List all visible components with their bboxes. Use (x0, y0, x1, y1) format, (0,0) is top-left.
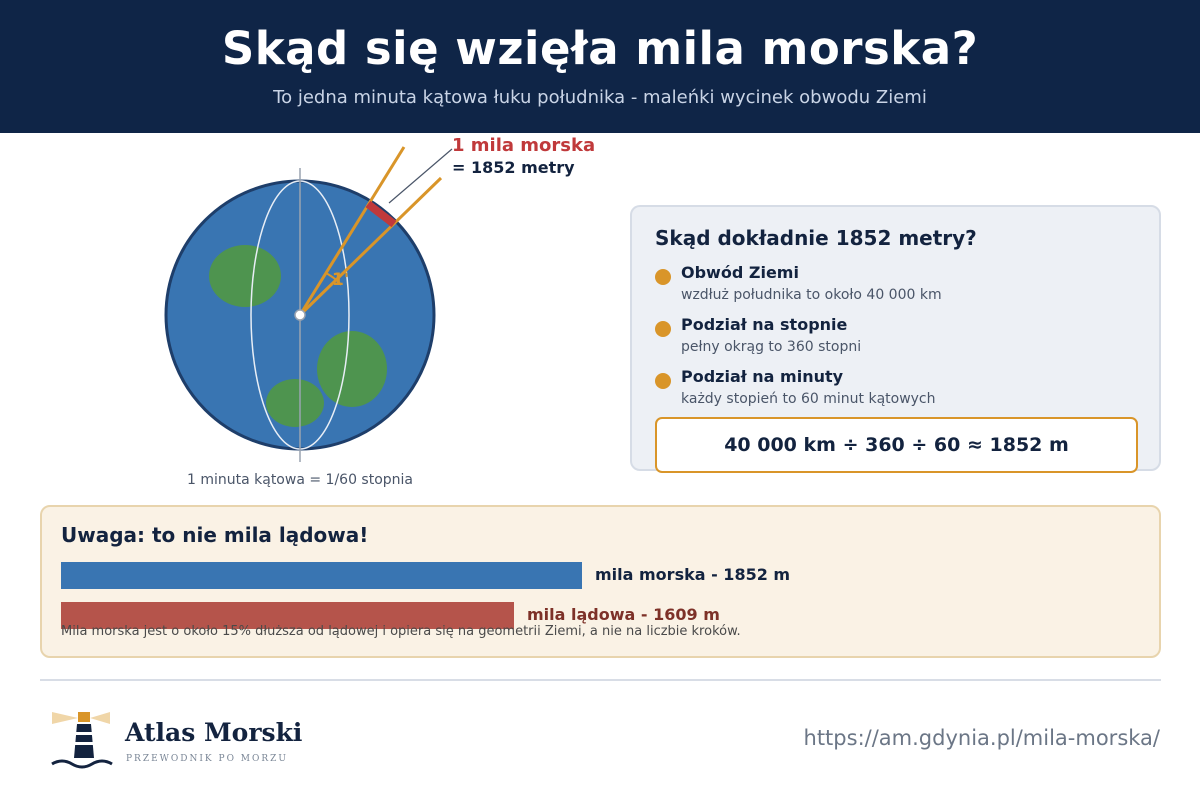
step-desc: pełny okrąg to 360 stopni (681, 339, 862, 355)
angle-marker: 1' (332, 270, 349, 290)
angle-ray-1 (298, 146, 406, 316)
brand-logo[interactable]: Atlas Morski PRZEWODNIK PO MORZU (48, 710, 308, 774)
continent-east (317, 331, 387, 407)
lighthouse-icon (51, 712, 113, 769)
light-beam-left (52, 712, 78, 724)
light-beam-right (90, 712, 110, 724)
explanation-title: Skąd dokładnie 1852 metry? (655, 226, 977, 250)
angle-arc (325, 272, 342, 286)
lantern (78, 712, 90, 722)
nautical-mile-bar-label: mila morska - 1852 m (595, 565, 791, 584)
page-title: Skąd się wzięła mila morska? (221, 22, 979, 75)
brand-name: Atlas Morski (125, 718, 303, 747)
wave-icon (51, 759, 113, 769)
bullet-dot-icon (655, 269, 671, 285)
formula-box: 40 000 km ÷ 360 ÷ 60 ≈ 1852 m (655, 417, 1138, 473)
nautical-mile-bar (61, 562, 582, 589)
step-title: Obwód Ziemi (681, 263, 799, 282)
globe-caption: 1 minuta kątowa = 1/60 stopnia (186, 472, 414, 488)
bullet-dot-icon (655, 321, 671, 337)
globe-graphic: 1' (164, 146, 453, 462)
land-mile-bar (61, 602, 514, 629)
globe-center-dot (294, 309, 306, 321)
page-subtitle: To jedna minuta kątowa łuku południka - … (273, 87, 927, 108)
continent-south (266, 379, 324, 427)
bullet-dot-icon (655, 373, 671, 389)
nautical-mile-value: = 1852 metry (452, 158, 575, 177)
step-title: Podział na minuty (681, 367, 844, 386)
label-leader-line (388, 148, 453, 204)
explanation-card: Skąd dokładnie 1852 metry? Obwód Ziemi w… (630, 205, 1161, 473)
tower-stripe (75, 742, 93, 745)
continent-west (209, 245, 281, 307)
comparison-card: Uwaga: to nie mila lądowa! mila morska -… (40, 505, 1161, 658)
tower-stripe (76, 732, 92, 735)
arc-segment-highlight (365, 200, 397, 228)
brand-tagline: PRZEWODNIK PO MORZU (126, 754, 289, 764)
comparison-title: Uwaga: to nie mila lądowa! (61, 523, 369, 547)
nautical-mile-label: 1 mila morska (452, 135, 596, 156)
comparison-note: Mila morska jest o około 15% dłuższa od … (61, 624, 741, 639)
source-url-link[interactable]: https://am.gdynia.pl/mila-morska/ (803, 726, 1160, 750)
angle-ray-2 (298, 176, 443, 317)
globe-illustration: 1' 1 mila morska = 1852 metry 1 minuta k… (150, 135, 620, 495)
footer-divider (40, 679, 1161, 681)
page-header: Skąd się wzięła mila morska? To jedna mi… (0, 0, 1200, 133)
tower (74, 724, 94, 758)
step-desc: każdy stopień to 60 minut kątowych (681, 391, 936, 407)
step-desc: wzdłuż południka to około 40 000 km (681, 287, 942, 303)
land-mile-bar-label: mila lądowa - 1609 m (527, 605, 720, 624)
step-title: Podział na stopnie (681, 315, 848, 334)
